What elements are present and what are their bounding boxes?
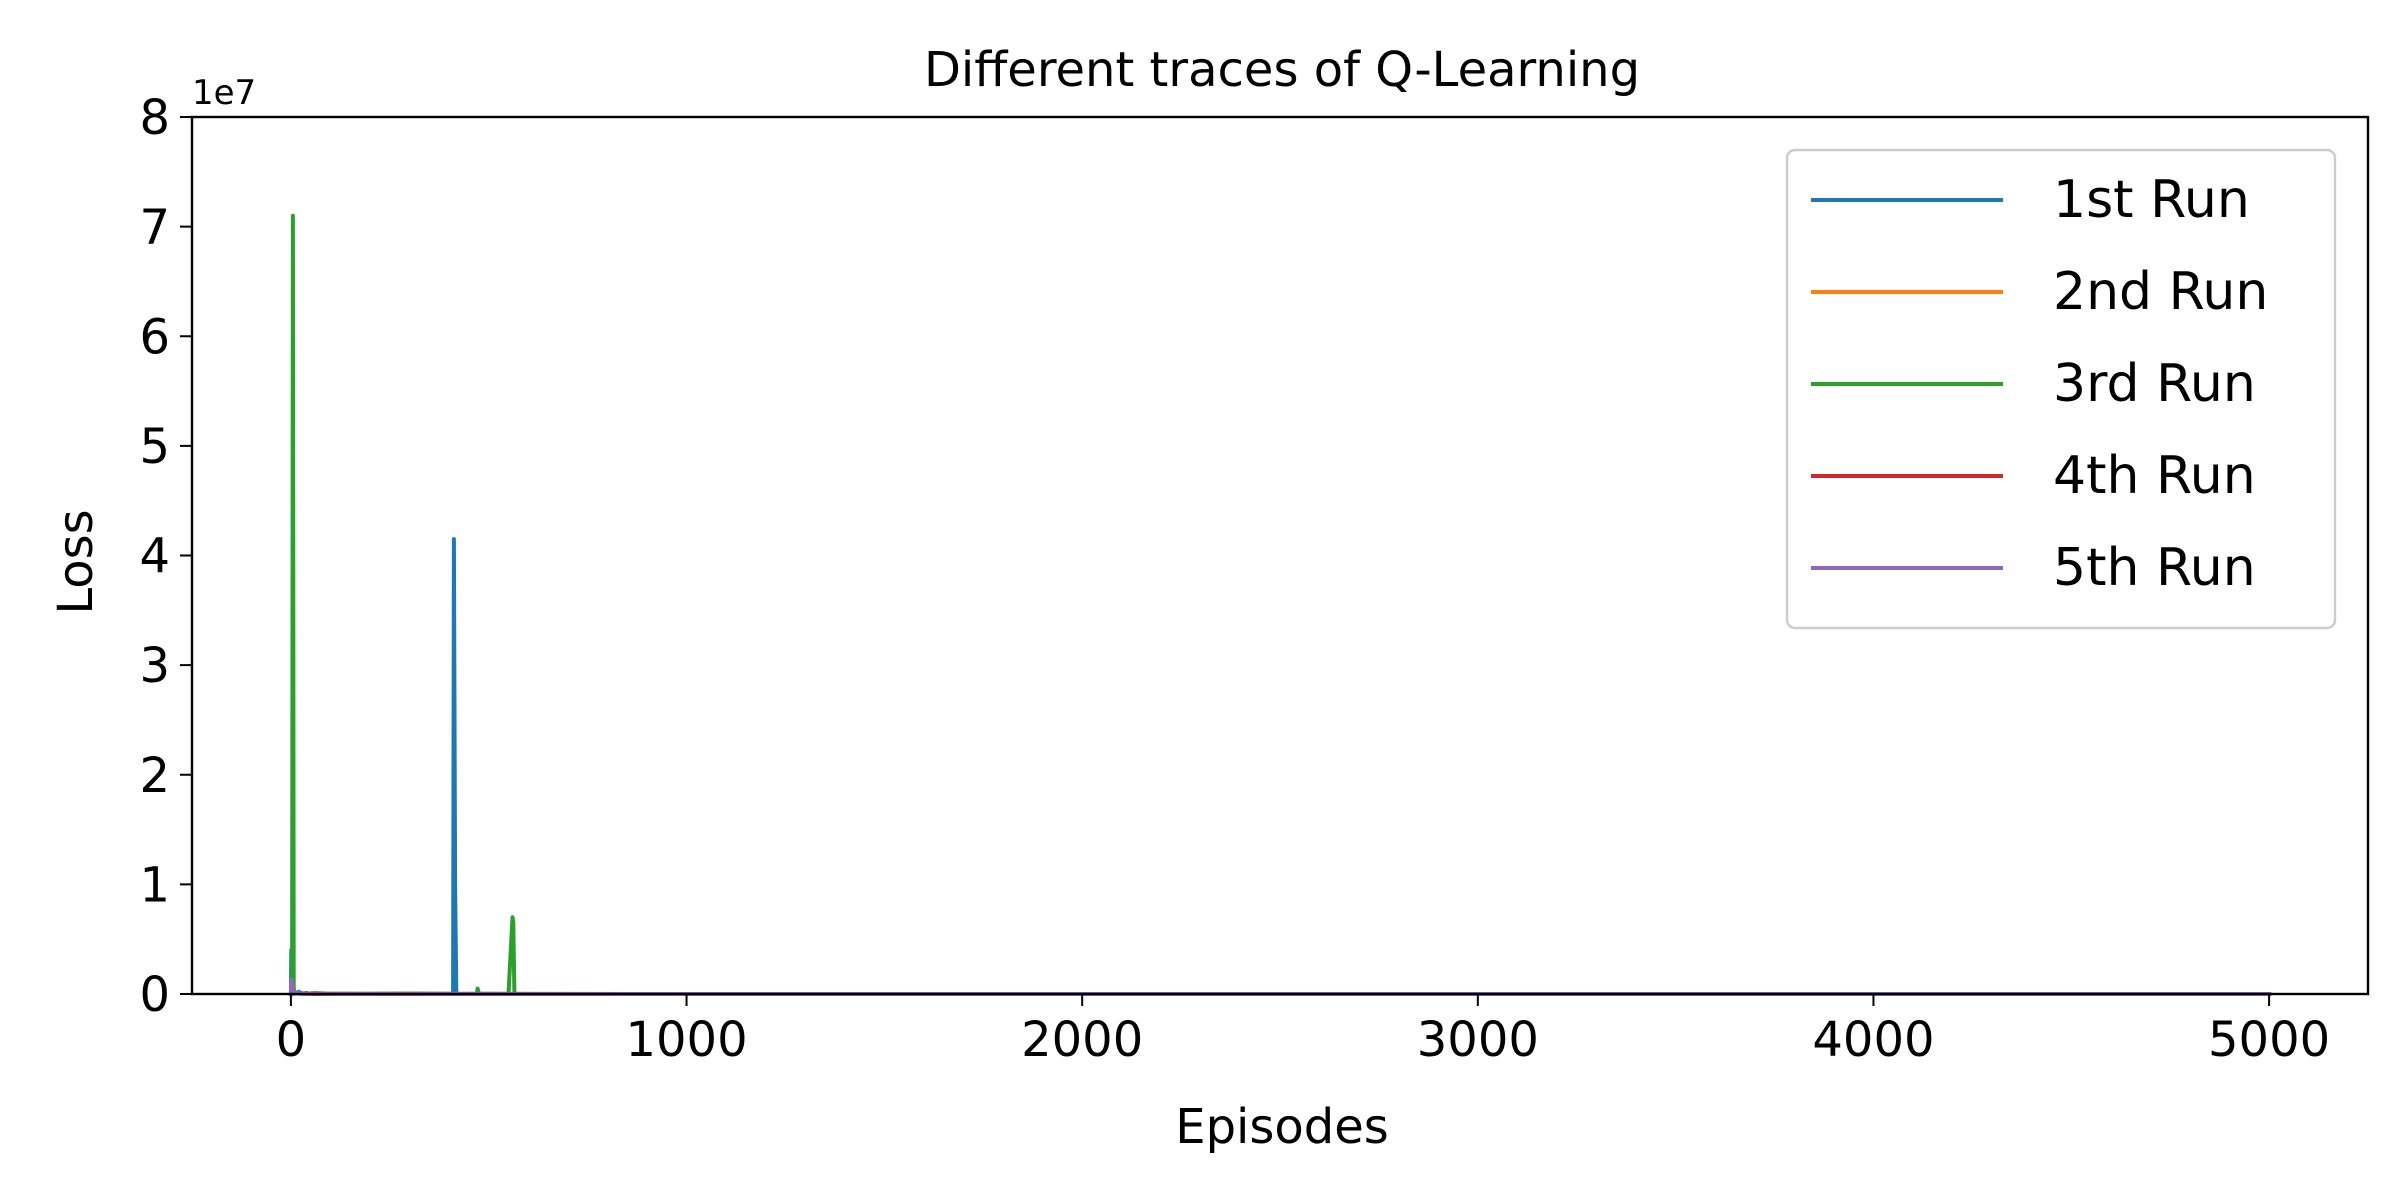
legend-label: 5th Run bbox=[2053, 538, 2256, 598]
legend-label: 1st Run bbox=[2053, 170, 2250, 230]
series-line-5 bbox=[288, 977, 2272, 997]
y-tick-label: 0 bbox=[139, 967, 170, 1023]
legend-label: 4th Run bbox=[2053, 446, 2256, 506]
x-ticks: 0 1000 2000 3000 4000 5000 bbox=[276, 994, 2330, 1068]
y-tick-label: 8 bbox=[139, 90, 170, 146]
y-tick-label: 2 bbox=[139, 748, 170, 804]
chart-title: Different traces of Q-Learning bbox=[924, 42, 1640, 98]
legend-label: 2nd Run bbox=[2053, 262, 2268, 322]
x-axis-label: Episodes bbox=[1175, 1099, 1389, 1155]
y-tick-label: 7 bbox=[139, 200, 170, 256]
legend-label: 3rd Run bbox=[2053, 354, 2256, 414]
legend-box bbox=[1785, 148, 2337, 630]
y-axis-label: Loss bbox=[48, 509, 104, 614]
plot-frame bbox=[190, 115, 2370, 996]
y-tick-label: 4 bbox=[139, 529, 170, 585]
y-tick-label: 1 bbox=[139, 857, 170, 913]
legend: 1st Run 2nd Run 3rd Run 4th Run 5th Run bbox=[1785, 148, 2337, 630]
x-tick-label: 2000 bbox=[1021, 1012, 1143, 1068]
x-tick-label: 4000 bbox=[1812, 1012, 1934, 1068]
x-tick-label: 3000 bbox=[1417, 1012, 1539, 1068]
y-ticks: 0 1 2 3 4 5 6 7 8 bbox=[139, 90, 192, 1023]
y-tick-label: 3 bbox=[139, 638, 170, 694]
x-tick-label: 0 bbox=[276, 1012, 307, 1068]
x-tick-label: 1000 bbox=[625, 1012, 747, 1068]
y-tick-label: 6 bbox=[139, 309, 170, 365]
y-offset-label: 1e7 bbox=[192, 73, 256, 113]
y-tick-label: 5 bbox=[139, 419, 170, 475]
x-tick-label: 5000 bbox=[2208, 1012, 2330, 1068]
